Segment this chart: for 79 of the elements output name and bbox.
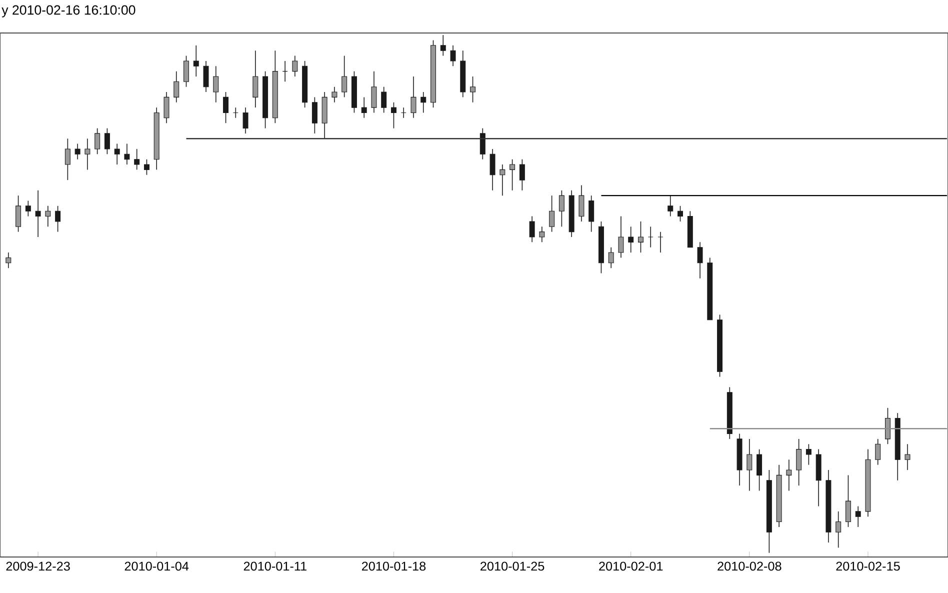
candlestick <box>114 143 120 165</box>
candlestick <box>519 158 525 191</box>
candlestick <box>786 459 792 492</box>
candlestick <box>55 206 61 232</box>
candlestick <box>64 138 70 180</box>
candlestick <box>697 242 703 279</box>
candlestick <box>578 184 584 222</box>
candlestick <box>658 231 664 253</box>
candlestick <box>855 506 861 528</box>
candlestick <box>361 96 367 118</box>
candlestick <box>746 438 752 492</box>
candlestick <box>213 66 219 103</box>
candlestick <box>678 206 683 222</box>
candlestick <box>74 143 80 160</box>
candlestick <box>242 107 248 134</box>
candlestick <box>608 246 614 268</box>
candlestick <box>104 128 110 155</box>
candlestick <box>94 128 100 155</box>
candlestick <box>282 60 288 82</box>
candlestick <box>35 190 41 238</box>
x-tick-label: 2010-02-15 <box>836 562 900 571</box>
candlestick <box>410 76 416 118</box>
candlestick <box>628 226 634 253</box>
candlestick <box>164 92 170 124</box>
candlestick <box>25 200 31 217</box>
candlestick <box>124 143 130 165</box>
candlestick <box>806 444 812 466</box>
candlestick <box>84 138 90 170</box>
candlestick <box>796 438 802 486</box>
candlestick <box>232 107 238 118</box>
candlestick <box>292 55 298 77</box>
candlestick <box>332 86 338 103</box>
candlestick <box>144 158 150 176</box>
x-tick-label: 2009-12-23 <box>6 562 70 571</box>
candlestick <box>558 190 564 228</box>
candlestick <box>549 195 555 232</box>
candlestick <box>193 45 199 77</box>
candlestick <box>588 195 594 232</box>
candlestick <box>875 438 881 466</box>
x-tick-label: 2010-01-11 <box>244 562 306 571</box>
x-tick-label: 2010-02-01 <box>599 562 663 571</box>
candlestick <box>342 55 348 98</box>
candlestick <box>400 107 406 118</box>
candlestick <box>836 511 842 548</box>
candlestick <box>381 86 387 114</box>
candlestick <box>529 216 535 243</box>
candlestick <box>470 76 476 103</box>
candlestick <box>756 448 762 492</box>
candlestick <box>45 206 51 228</box>
candlestick <box>638 221 644 253</box>
candlestick <box>668 195 674 217</box>
candlestick <box>539 226 545 243</box>
candlestick <box>134 148 140 170</box>
candlestick <box>174 70 180 103</box>
candlestick <box>184 55 189 88</box>
candlestick <box>390 102 396 129</box>
x-tick-label: 2010-01-18 <box>362 562 426 571</box>
candlestick <box>904 444 910 470</box>
chart-title: y 2010-02-16 16:10:00 <box>2 5 136 18</box>
candlestick <box>440 34 446 56</box>
candlestick <box>371 70 377 114</box>
candlestick <box>6 252 12 268</box>
x-tick-label: 2010-01-25 <box>480 562 544 571</box>
candlestick <box>490 148 496 191</box>
candlestick <box>845 474 851 528</box>
candlestick <box>252 50 258 108</box>
candlestick <box>500 164 506 196</box>
candlestick <box>510 158 516 191</box>
candlestick <box>203 60 209 92</box>
candlestick <box>16 195 22 232</box>
candlestick <box>420 92 426 114</box>
candlestick <box>648 226 654 248</box>
candlestick <box>480 128 486 160</box>
candlestick <box>223 92 229 124</box>
candlestick <box>618 216 624 258</box>
x-tick-label: 2010-01-04 <box>124 562 189 571</box>
candlestick <box>312 96 318 134</box>
x-tick-label: 2010-02-08 <box>718 562 782 571</box>
candlestick <box>450 45 456 67</box>
